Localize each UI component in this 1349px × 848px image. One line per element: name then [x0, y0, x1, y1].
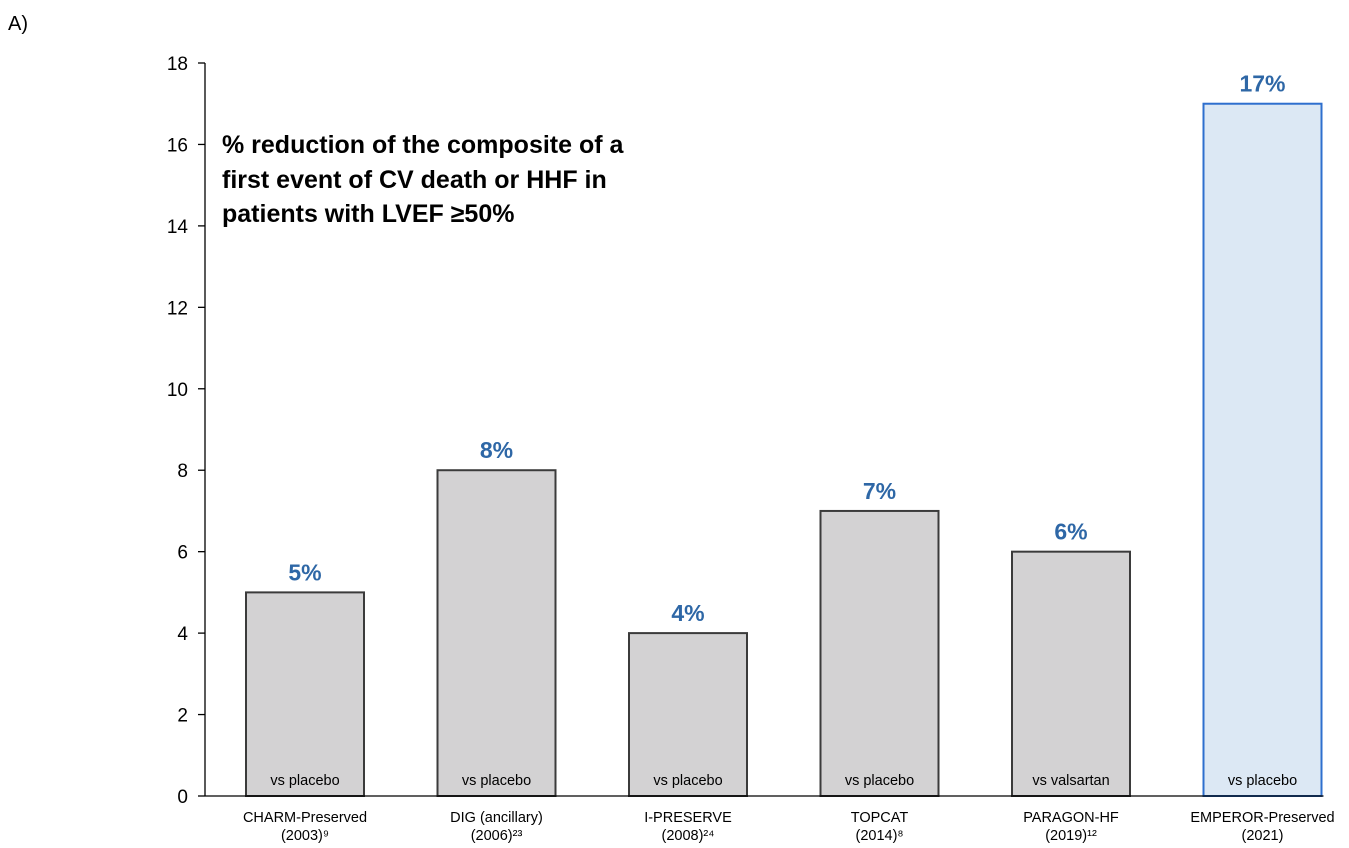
- bar-note-1: vs placebo: [462, 773, 531, 789]
- y-tick-label-7: 14: [167, 217, 189, 238]
- bar-4: [1011, 550, 1131, 798]
- category-label-0-1: (2003)⁹: [281, 828, 329, 844]
- chart-annotation-line-2: first event of CV death or HHF in: [222, 166, 607, 194]
- y-tick-label-5: 10: [167, 380, 188, 401]
- data-label-5: 17%: [1239, 71, 1285, 97]
- y-tick-label-2: 4: [177, 624, 188, 645]
- y-tick-label-4: 8: [177, 461, 188, 482]
- category-label-0-0: CHARM-Preserved: [243, 810, 367, 826]
- y-tick-label-8: 16: [167, 135, 188, 156]
- bar-3: [819, 509, 940, 797]
- y-tick-label-1: 2: [177, 706, 188, 727]
- category-label-3-1: (2014)⁸: [855, 828, 903, 844]
- bar-note-3: vs placebo: [845, 773, 914, 789]
- category-label-1-1: (2006)²³: [471, 828, 523, 844]
- chart-annotation-line-1: % reduction of the composite of a: [222, 131, 625, 159]
- bar-2: [628, 632, 748, 797]
- y-tick-label-0: 0: [177, 787, 188, 808]
- category-label-5-1: (2021): [1242, 828, 1284, 844]
- category-label-2-0: I-PRESERVE: [644, 810, 732, 826]
- chart-annotation-line-3: patients with LVEF ≥50%: [222, 200, 514, 228]
- bar-1: [436, 469, 557, 797]
- category-label-4-1: (2019)¹²: [1045, 828, 1097, 844]
- bar-note-4: vs valsartan: [1032, 773, 1109, 789]
- bar-5: [1202, 102, 1323, 797]
- data-label-2: 4%: [671, 600, 704, 626]
- bar-note-5: vs placebo: [1228, 773, 1297, 789]
- y-tick-label-6: 12: [167, 298, 188, 319]
- data-label-0: 5%: [288, 559, 321, 585]
- data-label-1: 8%: [480, 437, 513, 463]
- bar-note-0: vs placebo: [270, 773, 339, 789]
- y-tick-label-3: 6: [177, 543, 188, 564]
- bar-0: [245, 591, 365, 798]
- data-label-3: 7%: [863, 478, 896, 504]
- bar-note-2: vs placebo: [653, 773, 722, 789]
- category-label-4-0: PARAGON-HF: [1023, 810, 1119, 826]
- category-label-5-0: EMPEROR-Preserved: [1190, 810, 1334, 826]
- panel-label: A): [8, 13, 28, 35]
- y-tick-label-9: 18: [167, 54, 188, 75]
- data-label-4: 6%: [1054, 519, 1087, 545]
- category-label-1-0: DIG (ancillary): [450, 810, 543, 826]
- bars: 5% vs placebo 8% vs placebo 4% vs placebo 7% vs…: [245, 71, 1323, 798]
- x-axis: CHARM-Preserved (2003)⁹ DIG (ancillary) (20…: [205, 795, 1335, 844]
- category-label-2-1: (2008)²⁴: [662, 828, 715, 844]
- y-axis: 0 2 4 6 8 10 12 14 16 18: [167, 54, 206, 808]
- category-label-3-0: TOPCAT: [851, 810, 909, 826]
